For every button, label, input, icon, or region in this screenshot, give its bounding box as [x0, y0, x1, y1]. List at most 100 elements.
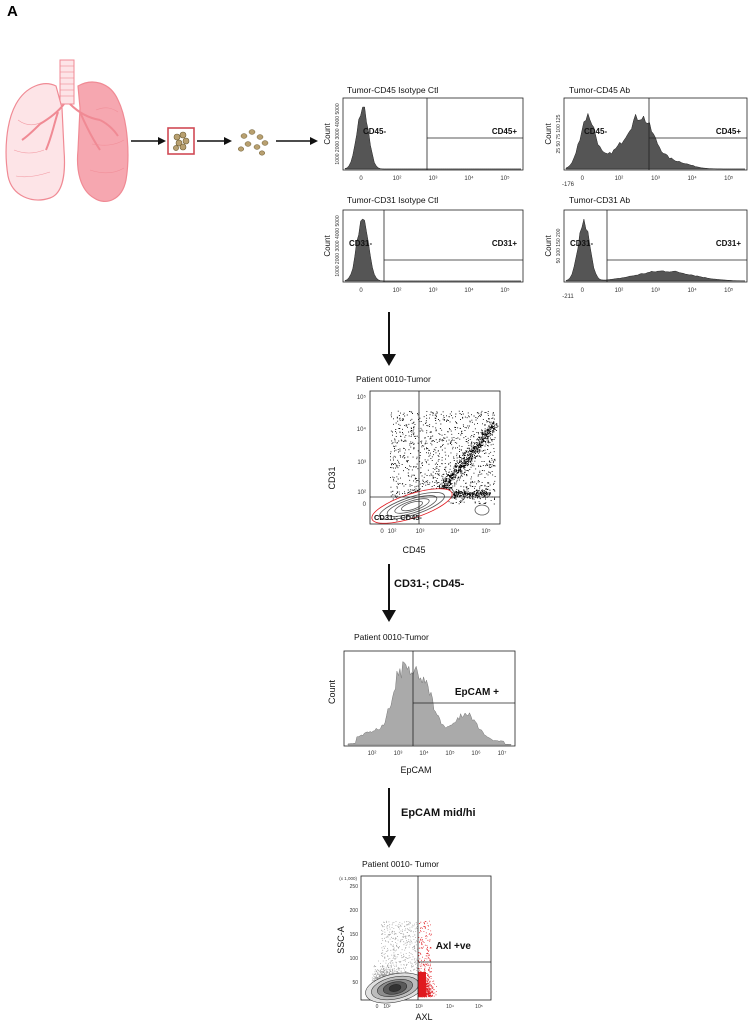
scatter-cd-ytick: 10² — [357, 490, 366, 496]
scatter-cd-ytick: 10³ — [357, 460, 366, 466]
histogram-ylabel: Count — [544, 123, 553, 145]
histogram-xtick: 10³ — [651, 176, 660, 182]
histogram-ylabel: Count — [323, 235, 332, 257]
positive-gate-label: CD45+ — [716, 127, 741, 136]
histogram-xtick: 10⁴ — [687, 175, 697, 182]
axl-title: Patient 0010- Tumor — [362, 859, 439, 869]
epcam-xtick: 10³ — [394, 751, 403, 757]
histogram-ylabel: Count — [544, 235, 553, 257]
histogram-xtick: 10⁴ — [464, 287, 474, 294]
histogram-xtick: 0 — [581, 288, 585, 294]
axl-gate-label: Axl +ve — [436, 941, 472, 952]
epcam-xlabel: EpCAM — [400, 765, 431, 775]
scatter-cd-xtick: 10⁴ — [450, 528, 460, 535]
epcam-xtick: 10⁵ — [445, 750, 455, 757]
histogram-distribution — [344, 218, 521, 282]
positive-gate-label: CD45+ — [492, 127, 517, 136]
axl-ytick: 150 — [350, 932, 359, 938]
axl-xtick: 10² — [383, 1004, 391, 1010]
scatter-cd-xtick: 10² — [388, 529, 397, 535]
histogram-panel: Tumor-CD45 Isotype Ctl CD45- CD45+ Count 100… — [323, 85, 524, 182]
histogram-xtick: 10² — [615, 288, 624, 294]
arrow-down-icon — [382, 564, 396, 622]
scatter-cd-title: Patient 0010-Tumor — [356, 374, 431, 384]
histogram-xtick: 10⁵ — [500, 175, 510, 182]
epcam-xtick: 10⁴ — [419, 750, 429, 757]
density-contour — [388, 984, 402, 992]
histogram-xtick: 10⁵ — [724, 175, 734, 182]
density-contour — [394, 498, 430, 514]
histogram-yticks: 50 100 150 200 — [556, 228, 562, 263]
scatter-cd-xtick: 10⁵ — [481, 528, 491, 535]
histogram-xtick: 10³ — [651, 288, 660, 294]
step-label-cd31-cd45: CD31-; CD45- — [394, 578, 465, 590]
negative-gate-label: CD45- — [363, 127, 386, 136]
scatter-cd-xtick: 0 — [380, 529, 384, 535]
histogram-xtick: 10⁴ — [464, 175, 474, 182]
histogram-ylabel: Count — [323, 123, 332, 145]
histogram-xtick: 10³ — [429, 288, 438, 294]
scatter-cd-gate-label: CD31-; CD45- — [374, 513, 422, 522]
histogram-distribution — [565, 218, 746, 282]
axl-ytick: 200 — [350, 908, 359, 914]
histogram-xmin: -211 — [562, 294, 574, 300]
histogram-xtick: 10⁵ — [724, 287, 734, 294]
axl-ytick: 50 — [352, 980, 358, 986]
axl-positive-dense — [418, 972, 426, 996]
histogram-panel: Tumor-CD31 Isotype Ctl CD31- CD31+ Count 100… — [323, 195, 524, 294]
negative-gate-label: CD31- — [349, 239, 372, 248]
axl-xtick: 10⁵ — [475, 1004, 483, 1010]
histogram-yticks: 1000 2000 3000 4000 5000 — [335, 103, 341, 164]
axl-ylabel: SSC-A — [336, 926, 346, 954]
scatter-cd-ylabel: CD31 — [327, 466, 337, 489]
axl-xlabel: AXL — [415, 1012, 432, 1022]
histogram-title: Tumor-CD31 Isotype Ctl — [347, 195, 438, 205]
histogram-distribution — [344, 106, 521, 170]
histogram-title: Tumor-CD31 Ab — [569, 195, 630, 205]
lung-icon — [5, 59, 129, 202]
histogram-xtick: 10² — [393, 176, 402, 182]
density-contour — [474, 504, 490, 516]
histogram-xtick: 10⁴ — [687, 287, 697, 294]
epcam-title: Patient 0010-Tumor — [354, 632, 429, 642]
histogram-xtick: 10³ — [429, 176, 438, 182]
density-contour — [401, 500, 423, 512]
scatter-cd-xlabel: CD45 — [402, 545, 425, 555]
panel-label: A — [7, 3, 18, 20]
arrow-right-icon — [276, 137, 318, 145]
histogram-yticks: 1000 2000 3000 4000 5000 — [335, 215, 341, 276]
histogram-title: Tumor-CD45 Ab — [569, 85, 630, 95]
histogram-xmin: -176 — [562, 182, 575, 188]
axl-xtick: 0 — [376, 1004, 379, 1010]
density-contour — [379, 492, 445, 520]
epcam-xtick: 10² — [368, 751, 377, 757]
epcam-ylabel: Count — [327, 680, 337, 705]
density-contour — [386, 495, 438, 517]
arrow-right-icon — [131, 137, 166, 145]
epcam-xtick: 10⁷ — [498, 750, 507, 757]
negative-gate-label: CD45- — [584, 127, 607, 136]
positive-gate-label: CD31+ — [492, 239, 517, 248]
histogram-panel: Tumor-CD45 Ab CD45- CD45+ Count 25 50 75 100… — [544, 85, 748, 188]
histogram-xtick: 10⁵ — [500, 287, 510, 294]
epcam-gate-label: EpCAM + — [455, 687, 499, 698]
histogram-xtick: 10² — [615, 176, 624, 182]
negative-gate-label: CD31- — [570, 239, 593, 248]
axl-ytick: 250 — [350, 884, 359, 890]
axl-xtick: 10³ — [415, 1004, 423, 1010]
scatter-cd-ytick: 10⁴ — [357, 426, 367, 433]
epcam-xtick: 10⁶ — [471, 750, 481, 757]
histogram-xtick: 10² — [393, 288, 402, 294]
tissue-sample-icon — [167, 127, 195, 155]
arrow-right-icon — [197, 137, 232, 145]
histogram-yticks: 25 50 75 100 125 — [556, 114, 562, 153]
single-cells-icon — [237, 129, 269, 156]
histogram-xtick: 0 — [359, 176, 363, 182]
histogram-xtick: 0 — [359, 288, 363, 294]
histogram-title: Tumor-CD45 Isotype Ctl — [347, 85, 438, 95]
histogram-panel: Tumor-CD31 Ab CD31- CD31+ Count 50 100 150 2… — [544, 195, 748, 300]
step-label-epcam: EpCAM mid/hi — [401, 807, 476, 819]
scatter-cd-xtick: 10³ — [416, 529, 425, 535]
histogram-xtick: 0 — [581, 176, 585, 182]
